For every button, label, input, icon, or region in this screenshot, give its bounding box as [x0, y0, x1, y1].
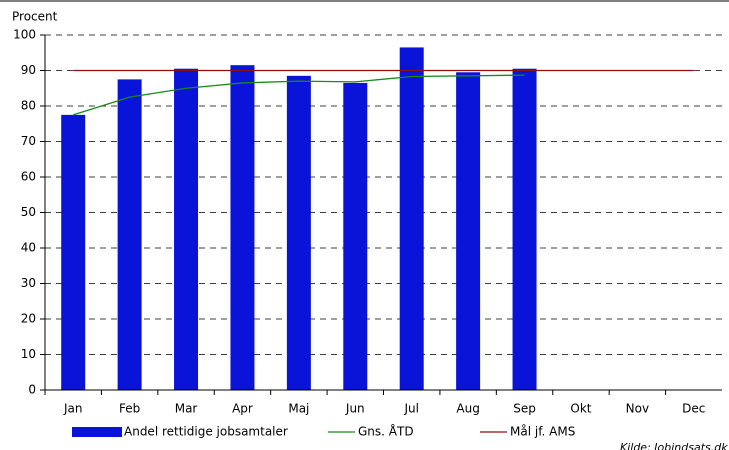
y-tick-label: 0 [28, 383, 36, 397]
bar [174, 68, 199, 390]
y-tick-label: 50 [21, 205, 36, 219]
y-tick-label: 30 [21, 276, 36, 290]
x-tick-label: Mar [175, 402, 198, 416]
y-tick-label: 60 [21, 170, 36, 184]
bar [512, 68, 537, 390]
x-tick-label: Jun [345, 402, 365, 416]
bar [230, 65, 255, 391]
y-tick-label: 20 [21, 312, 36, 326]
x-tick-label: Okt [570, 402, 591, 416]
bar [61, 114, 86, 390]
y-tick-label: 70 [21, 134, 36, 148]
legend-swatch [72, 427, 122, 437]
bar [343, 82, 368, 391]
legend-label: Gns. ÅTD [358, 424, 414, 439]
x-tick-label: Dec [682, 402, 705, 416]
y-tick-label: 80 [21, 99, 36, 113]
x-tick-label: Apr [232, 402, 253, 416]
x-tick-label: Maj [288, 402, 309, 416]
x-tick-label: Nov [626, 402, 649, 416]
bar [456, 72, 481, 391]
y-axis-label: Procent [12, 10, 58, 24]
x-tick-label: Feb [119, 402, 140, 416]
bar [399, 47, 424, 391]
x-tick-label: Jan [63, 402, 83, 416]
x-tick-label: Jul [403, 402, 418, 416]
y-tick-label: 10 [21, 347, 36, 361]
line-series [73, 74, 525, 116]
bar [286, 75, 311, 390]
legend-label: Andel rettidige jobsamtaler [124, 425, 288, 439]
y-tick-label: 100 [13, 28, 36, 42]
y-tick-label: 40 [21, 241, 36, 255]
x-tick-label: Aug [456, 402, 479, 416]
legend-label: Mål jf. AMS [510, 425, 575, 439]
x-tick-label: Sep [513, 402, 536, 416]
bar [117, 79, 142, 390]
y-tick-label: 90 [21, 63, 36, 77]
source-note: Kilde: Jobindsats.dk [620, 441, 728, 450]
